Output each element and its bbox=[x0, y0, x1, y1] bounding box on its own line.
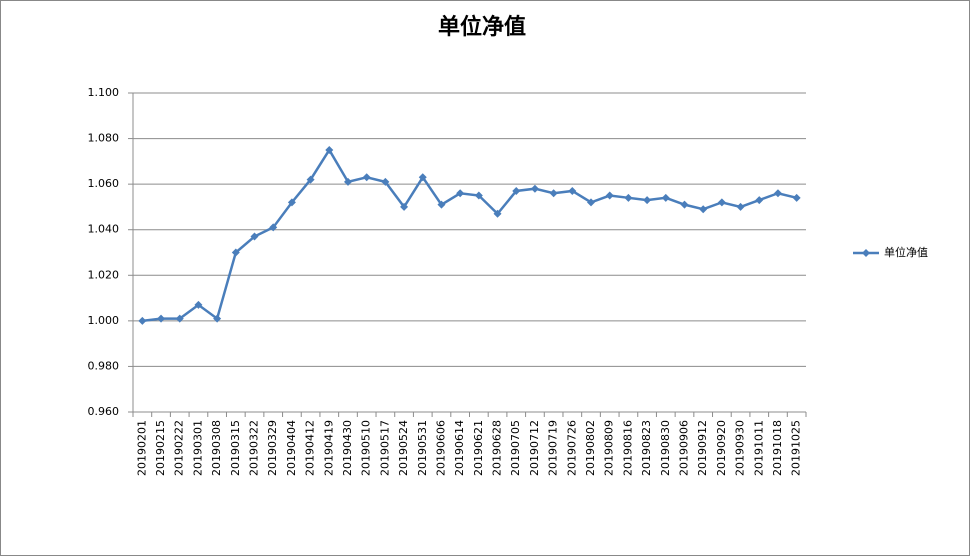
y-tick-label: 1.080 bbox=[88, 132, 120, 145]
x-tick-label: 20190322 bbox=[248, 420, 261, 476]
x-tick-label: 20190606 bbox=[434, 420, 447, 476]
point bbox=[437, 200, 446, 209]
x-tick-label: 20190906 bbox=[677, 420, 690, 476]
point bbox=[306, 175, 315, 184]
point bbox=[157, 314, 166, 323]
x-tick-label: 20190222 bbox=[173, 420, 186, 476]
point bbox=[325, 145, 334, 154]
x-tick-label: 20190930 bbox=[734, 420, 747, 476]
x-tick-label: 20191025 bbox=[790, 420, 803, 476]
x-tick-label: 20191018 bbox=[771, 420, 784, 476]
x-tick-label: 20190809 bbox=[603, 420, 616, 476]
y-tick-label: 0.960 bbox=[88, 405, 120, 418]
x-tick-label: 20190726 bbox=[565, 420, 578, 476]
point bbox=[736, 202, 745, 211]
point bbox=[456, 189, 465, 198]
x-tick-label: 20190830 bbox=[659, 420, 672, 476]
point bbox=[213, 314, 222, 323]
x-tick-label: 20190524 bbox=[397, 420, 410, 476]
point bbox=[287, 198, 296, 207]
x-tick-label: 20190628 bbox=[491, 420, 504, 476]
point bbox=[717, 198, 726, 207]
chart-title: 单位净值 bbox=[438, 14, 526, 40]
x-tick-label: 20190301 bbox=[191, 420, 204, 476]
x-tick-label: 20190315 bbox=[229, 420, 242, 476]
x-tick-label: 20190621 bbox=[472, 420, 485, 476]
point bbox=[474, 191, 483, 200]
x-tick-label: 20190329 bbox=[266, 420, 279, 476]
point bbox=[194, 300, 203, 309]
point bbox=[343, 177, 352, 186]
x-tick-label: 20190912 bbox=[696, 420, 709, 476]
y-tick-label: 0.980 bbox=[88, 359, 120, 372]
point bbox=[699, 205, 708, 214]
point bbox=[549, 189, 558, 198]
point bbox=[269, 223, 278, 232]
x-tick-label: 20190920 bbox=[715, 420, 728, 476]
point bbox=[680, 200, 689, 209]
y-tick-label: 1.100 bbox=[88, 86, 120, 99]
point bbox=[175, 314, 184, 323]
x-tick-label: 20191011 bbox=[752, 420, 765, 476]
x-tick-label: 20190404 bbox=[285, 420, 298, 476]
point bbox=[643, 196, 652, 205]
point bbox=[138, 316, 147, 325]
point bbox=[792, 193, 801, 202]
y-tick-label: 1.060 bbox=[88, 177, 120, 190]
x-tick-label: 20190412 bbox=[304, 420, 317, 476]
y-tick-label: 1.040 bbox=[88, 223, 120, 236]
x-tick-label: 20190201 bbox=[135, 420, 148, 476]
point bbox=[250, 232, 259, 241]
x-tick-label: 20190823 bbox=[640, 420, 653, 476]
point bbox=[755, 196, 764, 205]
x-tick-label: 20190719 bbox=[547, 420, 560, 476]
x-tick-label: 20190510 bbox=[360, 420, 373, 476]
x-tick-label: 20190215 bbox=[154, 420, 167, 476]
y-tick-label: 1.000 bbox=[88, 314, 120, 327]
point bbox=[605, 191, 614, 200]
point bbox=[400, 202, 409, 211]
point bbox=[568, 186, 577, 195]
point bbox=[512, 186, 521, 195]
x-tick-label: 20190531 bbox=[416, 420, 429, 476]
x-tick-label: 20190308 bbox=[210, 420, 223, 476]
x-tick-label: 20190712 bbox=[528, 420, 541, 476]
point bbox=[418, 173, 427, 182]
point bbox=[624, 193, 633, 202]
x-tick-label: 20190802 bbox=[584, 420, 597, 476]
point bbox=[661, 193, 670, 202]
point bbox=[773, 189, 782, 198]
x-tick-label: 20190816 bbox=[621, 420, 634, 476]
x-tick-label: 20190614 bbox=[453, 420, 466, 476]
point bbox=[362, 173, 371, 182]
point bbox=[493, 209, 502, 218]
x-tick-label: 20190517 bbox=[378, 420, 391, 476]
point bbox=[587, 198, 596, 207]
point bbox=[231, 248, 240, 257]
x-tick-label: 20190419 bbox=[322, 420, 335, 476]
x-tick-label: 20190430 bbox=[341, 420, 354, 476]
legend-marker bbox=[862, 249, 870, 257]
point bbox=[381, 177, 390, 186]
point bbox=[530, 184, 539, 193]
y-tick-label: 1.020 bbox=[88, 268, 120, 281]
legend-label: 单位净值 bbox=[884, 245, 928, 259]
x-tick-label: 20190705 bbox=[509, 420, 522, 476]
